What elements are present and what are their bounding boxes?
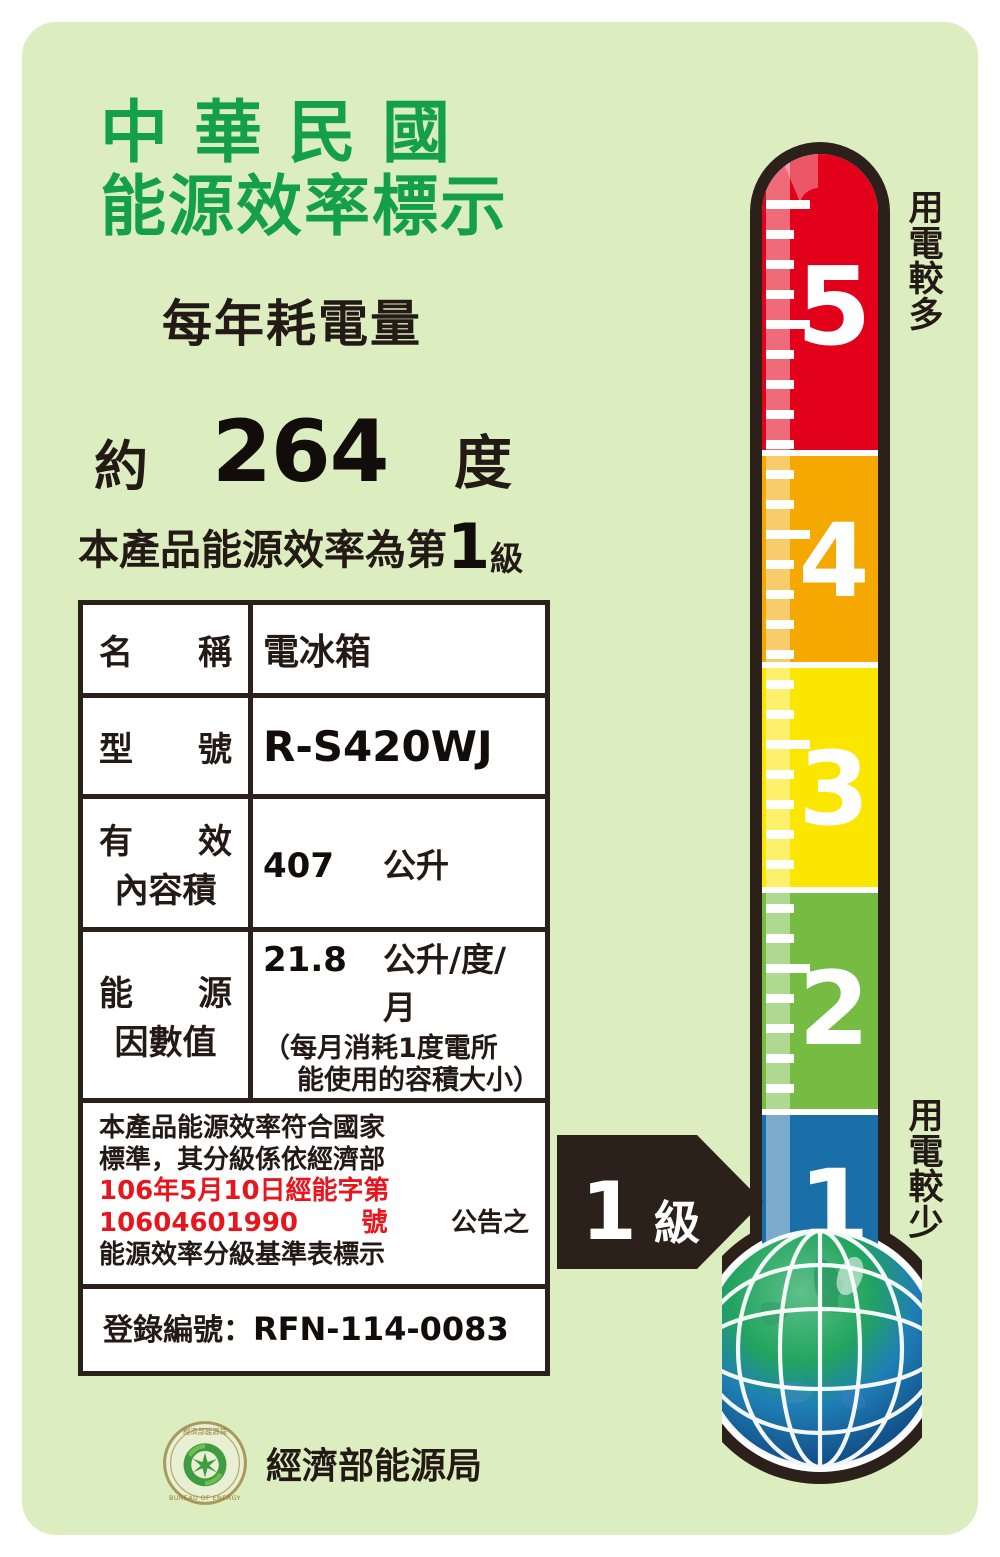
table-row: 型 號 R-S420WJ xyxy=(83,698,545,799)
seal-top-text: 經濟部能源局 xyxy=(183,1427,227,1436)
product-name-value: 電冰箱 xyxy=(263,632,372,673)
legal-line-4: 10604601990 號 公告之 xyxy=(99,1208,529,1240)
legal-doc-number-suffix: 號 xyxy=(361,1208,388,1239)
volume-unit: 公升 xyxy=(383,846,449,885)
row-value-model: R-S420WJ xyxy=(253,698,545,794)
vlabel-char: 較 xyxy=(908,1168,944,1209)
key-char: 源 xyxy=(198,974,232,1014)
grade-sentence-number: 1 xyxy=(447,510,491,583)
legal-line-1: 本產品能源效率符合國家 xyxy=(99,1113,529,1145)
key-line-2: 內容積 xyxy=(114,871,217,911)
efficiency-thermometer: 5 4 3 2 1 xyxy=(722,142,922,1484)
row-key-name: 名 稱 xyxy=(83,605,253,693)
legal-text: 能源效率分級基準表標示 xyxy=(99,1239,386,1270)
legal-line-2: 標準，其分級係依經濟部 xyxy=(99,1145,529,1177)
key-line-2: 因數值 xyxy=(114,1023,217,1063)
more-power-label: 用 電 較 多 xyxy=(902,189,950,337)
seal-bottom-text: BUREAU OF ENERGY xyxy=(169,1494,241,1502)
note-line-1: （每月消耗1度電所 xyxy=(263,1033,498,1065)
arrow-grade-suffix: 級 xyxy=(654,1196,700,1250)
vlabel-char: 用 xyxy=(908,189,944,229)
legal-line-5: 能源效率分級基準表標示 xyxy=(99,1240,529,1272)
vlabel-char: 用 xyxy=(908,1097,944,1137)
energy-factor-value: 21.8 xyxy=(263,940,347,981)
level-number-4: 4 xyxy=(799,502,870,621)
row-value-volume: 407 公升 xyxy=(253,799,545,927)
grade-sentence: 本產品能源效率為第1級 xyxy=(78,510,523,583)
row-value-name: 電冰箱 xyxy=(253,605,545,693)
less-power-label: 用 電 較 少 xyxy=(902,1097,950,1245)
approx-word: 約 xyxy=(94,435,148,498)
note-line-2: 能使用的容積大小） xyxy=(297,1065,540,1096)
level-number-5: 5 xyxy=(796,245,871,370)
model-number-value: R-S420WJ xyxy=(263,721,493,771)
level-number-3: 3 xyxy=(799,730,870,849)
table-row: 有 效 內容積 407 公升 xyxy=(83,799,545,932)
spec-table: 名 稱 電冰箱 型 號 R-S420WJ 有 xyxy=(78,600,550,1376)
key-char: 名 xyxy=(99,632,133,673)
bureau-of-energy-block: 經濟部能源局 BUREAU OF ENERGY 經濟部能源局 xyxy=(162,1420,482,1506)
legal-line-3-red: 106年5月10日經能字第 xyxy=(99,1176,529,1208)
globe-bulb-icon xyxy=(722,1228,922,1470)
title-line-2: 能源效率標示 xyxy=(100,168,508,245)
vlabel-char: 電 xyxy=(908,1132,944,1173)
row-key-volume: 有 效 內容積 xyxy=(83,799,253,927)
legal-doc-number: 10604601990 xyxy=(99,1208,298,1239)
annual-kwh-value: 264 xyxy=(212,402,390,502)
bureau-name-label: 經濟部能源局 xyxy=(266,1446,483,1487)
thermometer-ticks xyxy=(766,200,810,1093)
energy-factor-unit: 公升/度/月 xyxy=(383,940,507,1028)
level-number-2: 2 xyxy=(799,950,870,1069)
annual-consumption-subtitle: 每年耗電量 xyxy=(162,295,422,353)
legal-text: 標準，其分級係依經濟部 xyxy=(99,1144,386,1175)
thermometer-bands xyxy=(762,154,878,1265)
vlabel-char: 較 xyxy=(908,260,944,301)
energy-factor-note: （每月消耗1度電所 能使用的容積大小） xyxy=(263,1033,540,1097)
arrow-shape xyxy=(557,1135,763,1269)
table-row: 能 源 因數值 21.8 公升/度/月 （每月消耗1度電所 能使用的容積大小） xyxy=(83,932,545,1103)
registration-row: 登錄編號：RFN-114-0083 xyxy=(83,1289,545,1371)
bureau-seal-icon: 經濟部能源局 BUREAU OF ENERGY xyxy=(163,1421,247,1505)
registration-text: 登錄編號：RFN-114-0083 xyxy=(103,1305,529,1349)
registration-label: 登錄編號： xyxy=(103,1312,253,1348)
energy-label-card: 中華民國 能源效率標示 每年耗電量 約 264 度 本產品能源效率為第1級 名 … xyxy=(22,22,978,1535)
label-title: 中華民國 能源效率標示 xyxy=(100,100,570,240)
legal-text-red: 106年5月10日經能字第 xyxy=(99,1176,390,1207)
arrow-grade-number: 1 xyxy=(581,1165,637,1258)
title-line-1: 中華民國 xyxy=(100,94,477,173)
vlabel-char: 少 xyxy=(908,1204,944,1245)
vlabel-char: 電 xyxy=(908,224,944,265)
table-row: 名 稱 電冰箱 xyxy=(83,605,545,698)
row-key-model: 型 號 xyxy=(83,698,253,794)
grade-sentence-suffix: 級 xyxy=(490,539,524,578)
legal-text: 公告之 xyxy=(450,1208,529,1239)
annual-kwh-unit: 度 xyxy=(454,429,513,497)
key-char: 號 xyxy=(198,729,232,770)
grade-arrow-badge: 1 級 xyxy=(557,1135,763,1269)
volume-value: 407 xyxy=(263,846,334,886)
key-char: 能 xyxy=(99,974,133,1014)
annual-consumption-row: 約 264 度 xyxy=(84,402,584,502)
key-char: 效 xyxy=(198,822,232,862)
legal-text: 本產品能源效率符合國家 xyxy=(99,1113,386,1143)
key-char: 有 xyxy=(99,822,133,862)
registration-number: RFN-114-0083 xyxy=(253,1309,509,1348)
vlabel-char: 多 xyxy=(908,296,944,337)
row-value-energy-factor: 21.8 公升/度/月 （每月消耗1度電所 能使用的容積大小） xyxy=(253,932,545,1098)
legal-notice: 本產品能源效率符合國家 標準，其分級係依經濟部 106年5月10日經能字第 10… xyxy=(83,1103,545,1289)
key-char: 型 xyxy=(99,729,133,770)
row-key-energy-factor: 能 源 因數值 xyxy=(83,932,253,1098)
key-char: 稱 xyxy=(198,632,232,673)
grade-sentence-prefix: 本產品能源效率為第 xyxy=(78,526,447,574)
